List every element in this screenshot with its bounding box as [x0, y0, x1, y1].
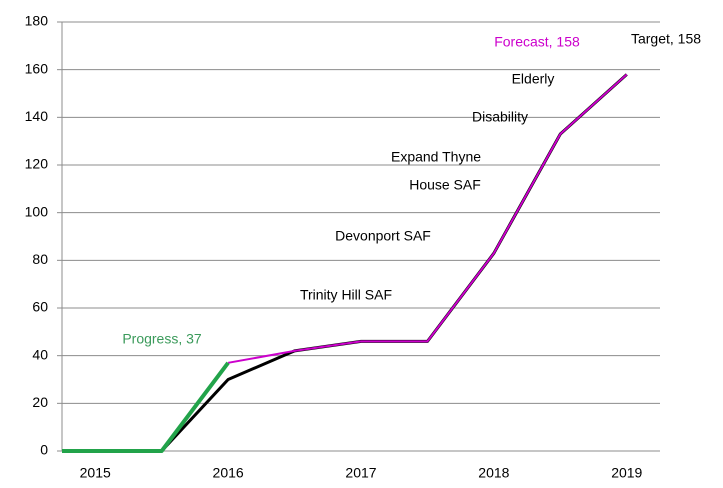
annotation: Target, 158 — [631, 31, 701, 47]
y-tick-label: 180 — [25, 13, 49, 29]
annotation: Progress, 37 — [122, 331, 202, 347]
annotation: Trinity Hill SAF — [300, 287, 392, 303]
annotation: Elderly — [512, 71, 555, 87]
y-tick-label: 80 — [32, 251, 48, 267]
series-line — [62, 361, 230, 453]
annotation: Devonport SAF — [335, 228, 431, 244]
annotation: Disability — [472, 109, 528, 125]
annotation: Expand Thyne — [391, 149, 481, 165]
y-tick-label: 20 — [32, 394, 48, 410]
x-tick-label: 2019 — [611, 465, 642, 481]
series-line — [227, 73, 628, 364]
x-tick-label: 2017 — [345, 465, 376, 481]
y-tick-label: 100 — [25, 203, 49, 219]
x-tick-label: 2018 — [478, 465, 509, 481]
annotation: House SAF — [409, 177, 481, 193]
x-tick-label: 2015 — [80, 465, 111, 481]
y-tick-label: 140 — [25, 108, 49, 124]
y-tick-label: 40 — [32, 346, 48, 362]
series-line — [62, 73, 628, 453]
y-tick-label: 120 — [25, 156, 49, 172]
y-tick-label: 60 — [32, 299, 48, 315]
y-tick-label: 0 — [40, 442, 48, 458]
y-tick-label: 160 — [25, 60, 49, 76]
annotation: Forecast, 158 — [494, 34, 580, 50]
x-tick-label: 2016 — [213, 465, 244, 481]
